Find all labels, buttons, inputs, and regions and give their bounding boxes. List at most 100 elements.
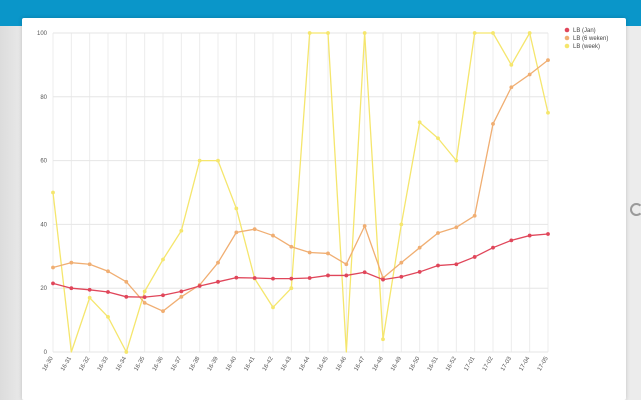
data-point (454, 158, 459, 163)
left-page-margin (0, 26, 22, 400)
data-point (179, 289, 184, 294)
x-tick-label: 16-38 (189, 355, 202, 372)
series-line (52, 59, 549, 312)
x-tick-label: 16-30 (42, 355, 55, 372)
data-point (234, 206, 239, 211)
y-tick-label: 80 (40, 95, 47, 101)
y-tick-label: 20 (40, 286, 47, 292)
data-point (399, 274, 404, 279)
data-point (106, 315, 110, 319)
x-tick-label: 16-42 (262, 355, 275, 372)
data-point (399, 260, 404, 265)
x-tick-label: 17-05 (537, 355, 550, 372)
x-tick-label: 16-45 (317, 355, 330, 372)
data-point (362, 31, 367, 35)
x-tick-label: 17-04 (519, 355, 532, 372)
data-point (252, 276, 257, 280)
data-point (69, 260, 74, 265)
data-point (546, 232, 550, 236)
chart-grid (52, 32, 549, 353)
legend-entry: LB (6 weken) (573, 36, 608, 42)
data-point (362, 224, 367, 228)
data-point (252, 227, 257, 232)
x-axis: 16-30 16-31 16-32 16-33 16-34 16-35 16-36 16-37… (42, 355, 550, 372)
data-point (307, 250, 312, 255)
data-point (546, 110, 550, 115)
data-point (124, 350, 129, 354)
data-point (491, 31, 495, 35)
x-tick-label: 16-32 (79, 355, 92, 372)
data-point (417, 120, 422, 125)
data-point (436, 136, 440, 141)
data-point (417, 245, 422, 250)
data-point (491, 122, 495, 126)
data-point (436, 263, 440, 268)
x-tick-label: 16-34 (115, 355, 128, 372)
data-point (234, 275, 239, 280)
data-point (271, 233, 275, 238)
x-tick-label: 16-47 (354, 355, 367, 372)
data-point (326, 251, 330, 256)
x-tick-label: 16-52 (445, 355, 458, 372)
loading-spinner-icon (630, 203, 641, 216)
x-tick-label: 16-51 (427, 355, 440, 372)
data-point (161, 293, 165, 298)
data-point (509, 63, 514, 67)
x-tick-label: 17-02 (482, 355, 495, 372)
data-point (472, 213, 477, 218)
y-tick-label: 100 (37, 31, 48, 37)
x-tick-label: 16-48 (372, 355, 385, 372)
data-point (69, 286, 74, 291)
data-point (344, 273, 349, 278)
x-tick-label: 16-33 (97, 355, 110, 372)
legend-entry: LB (week) (573, 44, 600, 50)
y-tick-label: 40 (40, 222, 47, 228)
x-tick-label: 16-49 (390, 355, 403, 372)
data-point (106, 290, 110, 294)
data-point (326, 31, 330, 35)
x-tick-label: 16-37 (170, 355, 183, 372)
data-point (417, 270, 422, 274)
data-point (399, 222, 404, 227)
data-point (216, 158, 220, 163)
data-point (381, 337, 385, 342)
series-line (52, 32, 549, 353)
data-point (527, 72, 532, 77)
data-point (271, 305, 275, 310)
x-tick-label: 16-43 (280, 355, 293, 372)
y-tick-label: 60 (40, 159, 47, 165)
x-tick-label: 16-41 (244, 355, 257, 372)
data-point (161, 309, 165, 314)
data-point (509, 238, 514, 243)
data-point (271, 276, 275, 281)
data-point (179, 228, 184, 233)
data-point (289, 276, 294, 281)
data-point (87, 262, 92, 267)
data-point (527, 233, 532, 238)
chart-card (22, 18, 626, 400)
x-tick-label: 17-03 (500, 355, 513, 372)
data-point (362, 270, 367, 275)
data-point (51, 265, 55, 270)
data-point (142, 295, 147, 300)
data-point (87, 295, 92, 300)
y-tick-label: 0 (44, 350, 48, 356)
legend-swatch-icon (564, 27, 570, 33)
x-tick-label: 16-31 (60, 355, 73, 372)
data-point (527, 31, 532, 35)
data-point (436, 231, 440, 235)
data-point (142, 300, 147, 305)
data-point (472, 255, 477, 259)
data-point (124, 294, 129, 299)
chart-series (51, 31, 550, 354)
x-tick-label: 16-35 (134, 355, 147, 372)
data-point (106, 269, 110, 274)
legend-swatch-icon (564, 43, 570, 49)
data-point (326, 273, 330, 278)
data-point (234, 230, 239, 235)
data-point (289, 286, 294, 291)
x-tick-label: 16-44 (299, 355, 312, 372)
data-point (124, 279, 129, 284)
data-point (454, 225, 459, 230)
